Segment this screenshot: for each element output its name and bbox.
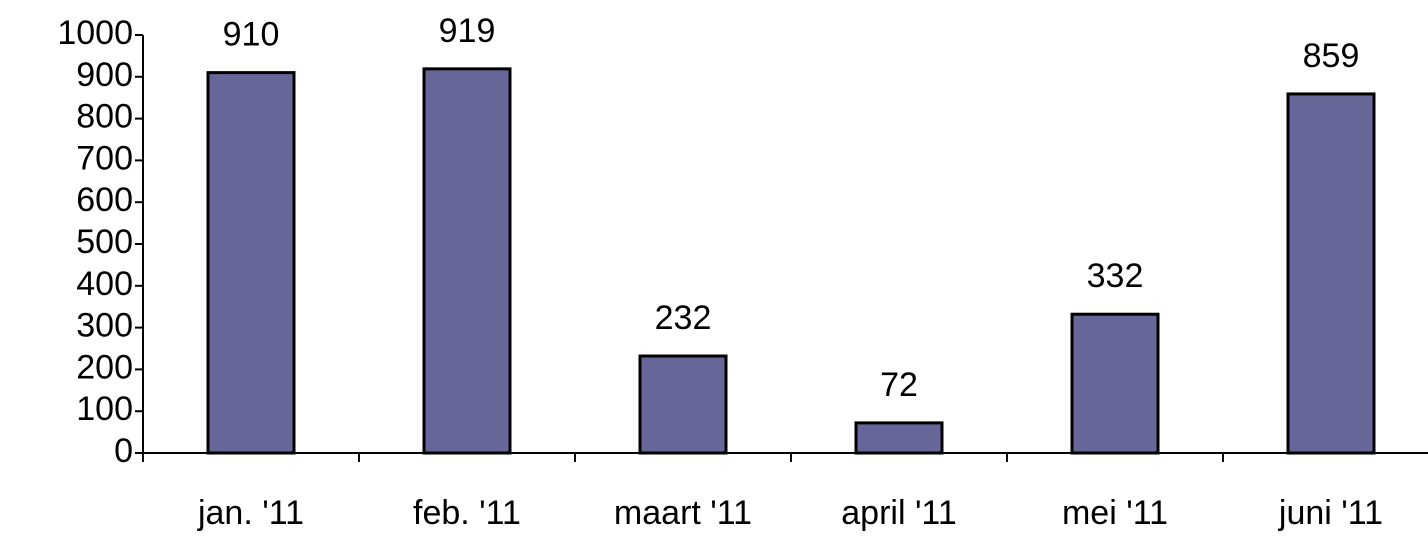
x-tick-label: feb. '11 bbox=[413, 494, 521, 532]
data-label: 72 bbox=[880, 366, 918, 404]
bar bbox=[206, 71, 296, 455]
x-tick-label: mei '11 bbox=[1062, 494, 1168, 532]
data-label: 859 bbox=[1303, 37, 1360, 75]
y-tick-label: 900 bbox=[76, 56, 133, 94]
x-tick-label: april '11 bbox=[841, 494, 956, 532]
x-tick-label: maart '11 bbox=[614, 494, 752, 532]
y-tick-label: 300 bbox=[76, 307, 133, 345]
y-tick-label: 800 bbox=[76, 98, 133, 136]
y-tick-label: 100 bbox=[76, 390, 133, 428]
data-label: 332 bbox=[1087, 257, 1144, 295]
bar bbox=[1286, 92, 1376, 455]
y-tick-label: 700 bbox=[76, 139, 133, 177]
bar bbox=[638, 354, 728, 455]
bar bbox=[422, 67, 512, 455]
y-tick-label: 400 bbox=[76, 265, 133, 303]
y-tick-label: 200 bbox=[76, 348, 133, 386]
data-label: 232 bbox=[655, 299, 712, 337]
y-tick-label: 1000 bbox=[57, 14, 133, 52]
y-tick-label: 500 bbox=[76, 223, 133, 261]
x-tick-label: juni '11 bbox=[1278, 494, 1383, 532]
y-tick-label: 0 bbox=[114, 432, 133, 470]
data-label: 919 bbox=[439, 12, 496, 50]
y-tick-label: 600 bbox=[76, 181, 133, 219]
x-tick-label: jan. '11 bbox=[197, 494, 304, 532]
bar bbox=[1070, 312, 1160, 455]
data-label: 910 bbox=[223, 16, 280, 54]
bar bbox=[854, 421, 944, 455]
